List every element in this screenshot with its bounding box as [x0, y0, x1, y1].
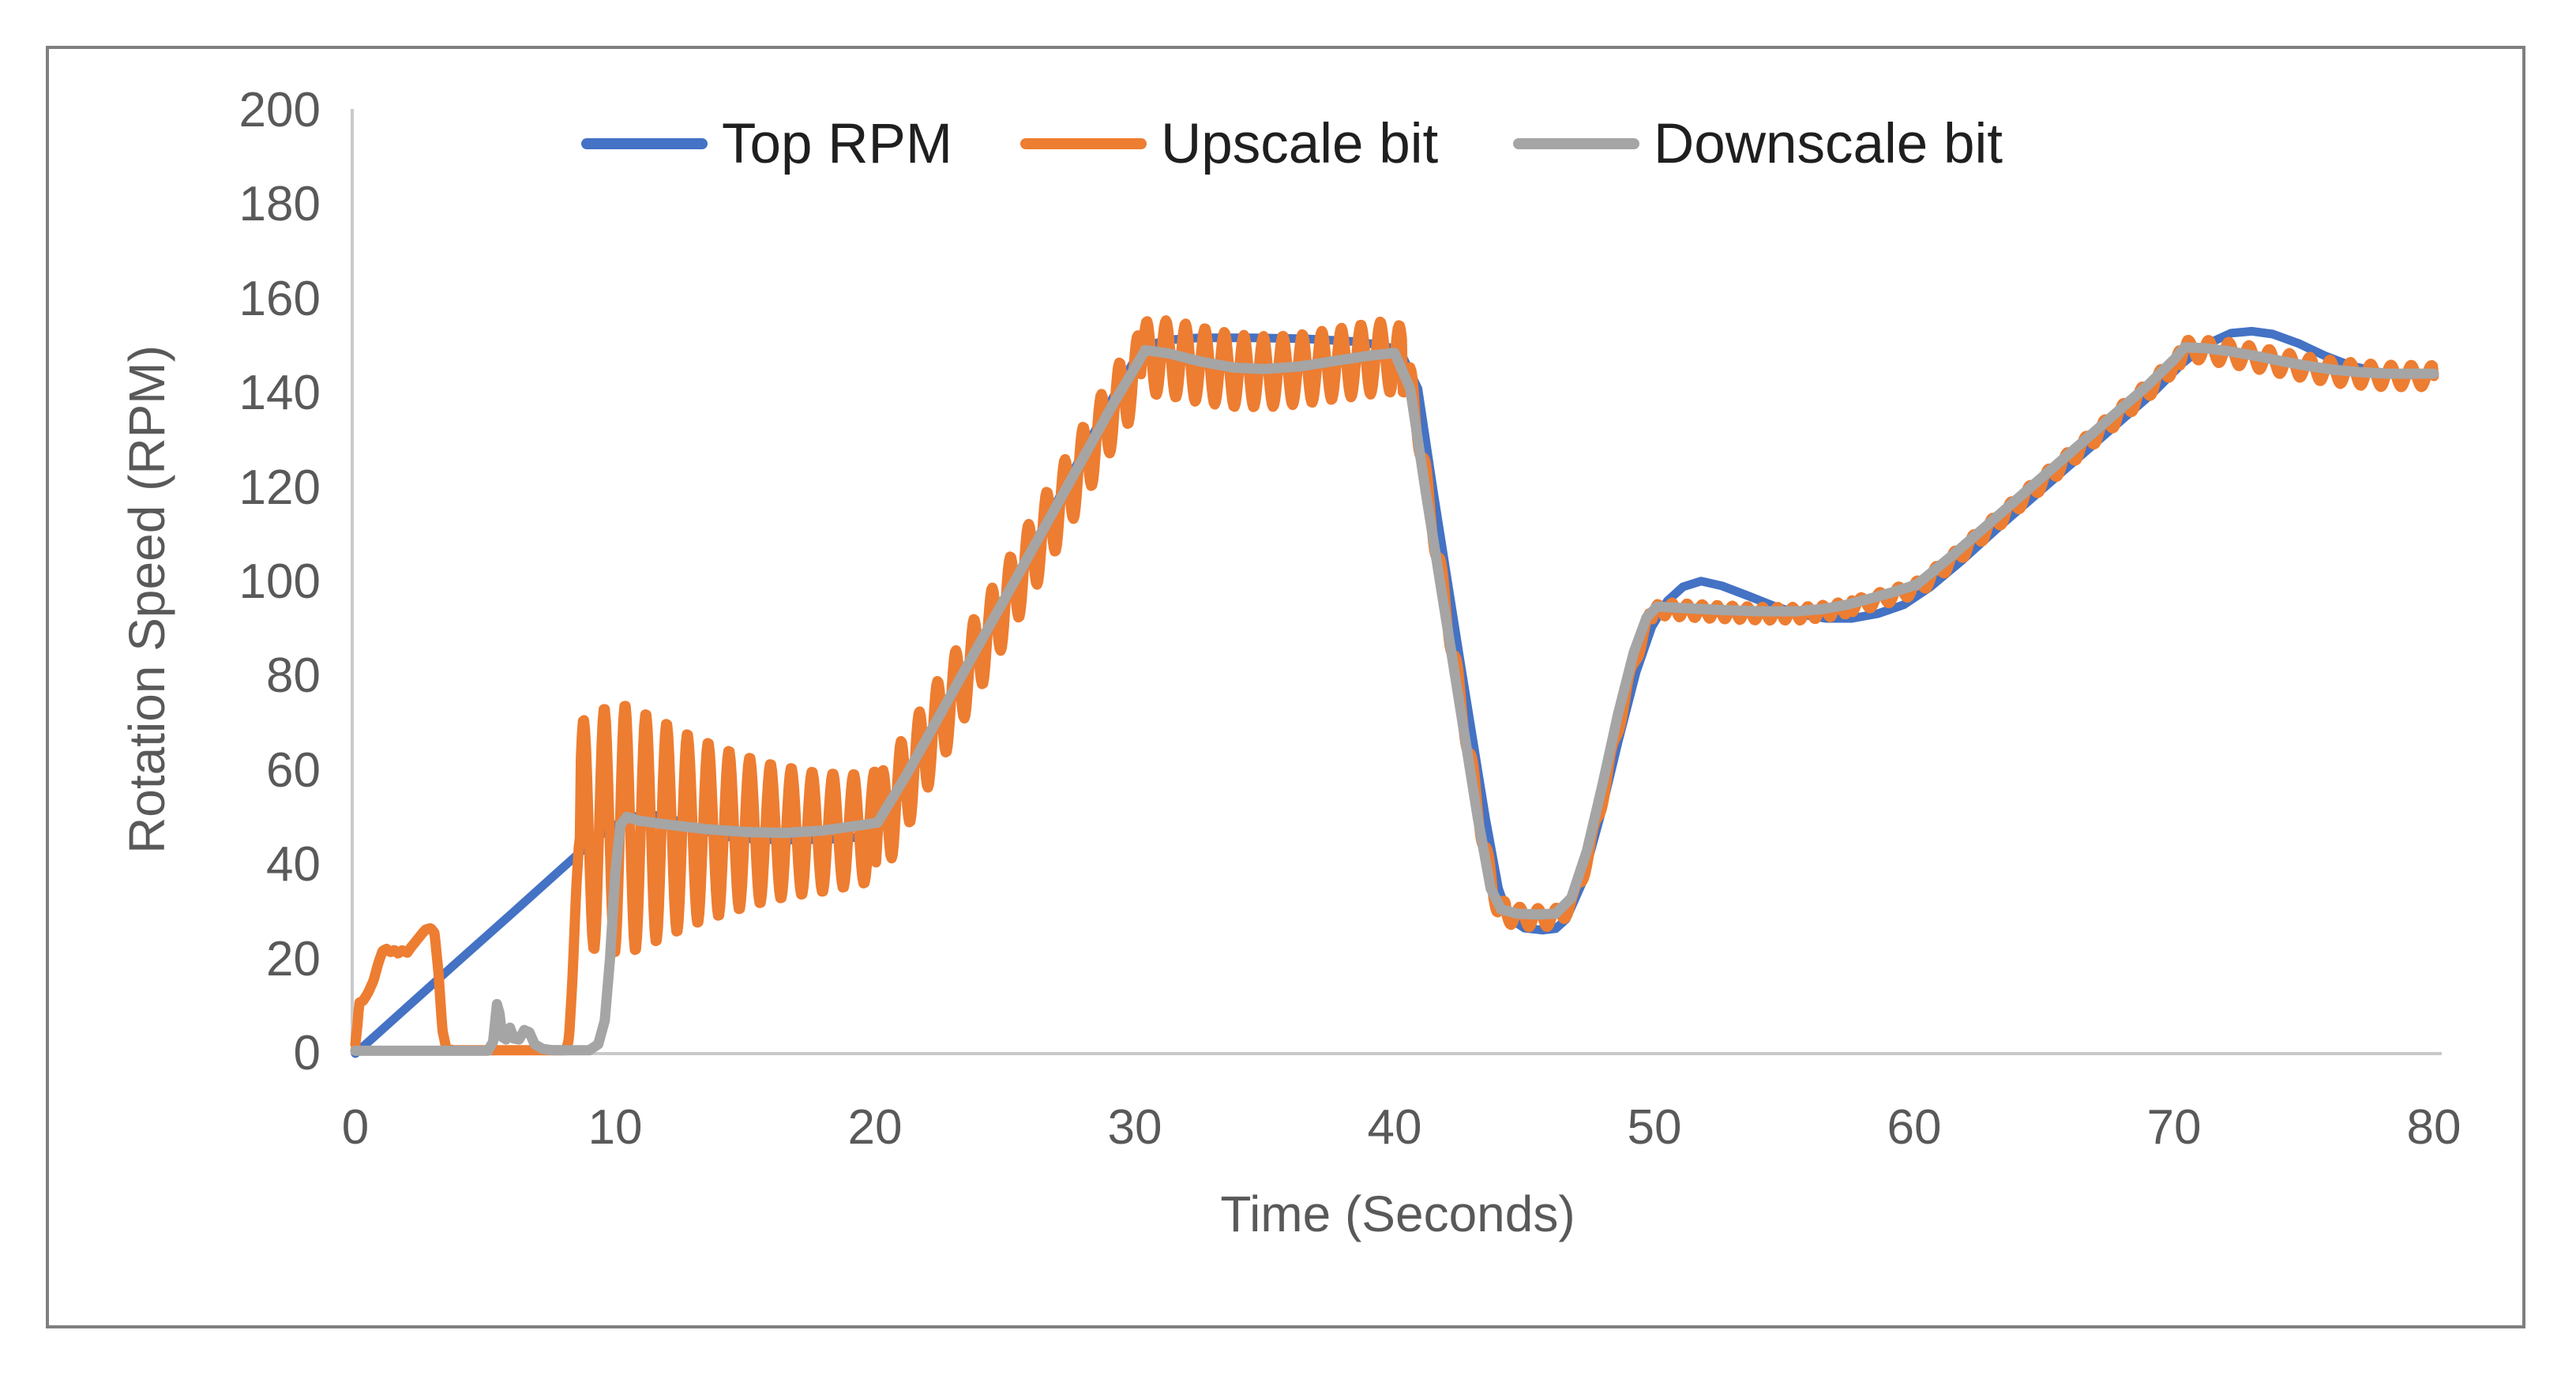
series-line-upscale-bit — [350, 315, 2439, 1056]
y-tick-label: 200 — [238, 83, 321, 137]
y-tick-label: 40 — [266, 837, 321, 892]
y-tick-label: 100 — [238, 554, 321, 609]
legend-swatch-upscale-bit-icon — [1020, 138, 1147, 149]
x-tick-label: 20 — [847, 1100, 903, 1155]
series-group — [350, 315, 2439, 1058]
legend-item-top-rpm: Top RPM — [581, 108, 952, 179]
legend-item-upscale-bit: Upscale bit — [1020, 108, 1438, 179]
x-tick-label: 0 — [341, 1100, 370, 1155]
series-line-downscale-bit — [350, 342, 2439, 1056]
y-tick-label: 120 — [238, 460, 321, 515]
legend-label: Upscale bit — [1161, 112, 1439, 175]
x-tick-label: 70 — [2146, 1100, 2202, 1155]
y-tick-label: 20 — [266, 931, 321, 986]
x-tick-label: 60 — [1887, 1100, 1942, 1155]
legend-label: Top RPM — [722, 112, 952, 175]
y-tick-label: 160 — [238, 271, 321, 326]
x-tick-label: 30 — [1107, 1100, 1162, 1155]
y-tick-label: 60 — [266, 742, 321, 798]
y-tick-label: 180 — [238, 177, 321, 232]
legend-swatch-downscale-bit-icon — [1513, 138, 1639, 149]
y-tick-label: 80 — [266, 648, 321, 704]
x-tick-label: 10 — [588, 1100, 643, 1155]
chart-frame — [46, 46, 2525, 1328]
series-line-top-rpm — [351, 326, 2439, 1058]
y-tick-label: 140 — [238, 366, 321, 421]
x-axis-title: Time (Seconds) — [1220, 1185, 1575, 1242]
x-tick-label: 40 — [1367, 1100, 1422, 1155]
legend-item-downscale-bit: Downscale bit — [1513, 108, 2003, 179]
y-axis-title: Rotation Speed (RPM) — [118, 345, 175, 854]
x-tick-label: 50 — [1627, 1100, 1682, 1155]
legend-swatch-top-rpm-icon — [581, 138, 708, 149]
legend-label: Downscale bit — [1654, 112, 2003, 175]
x-tick-label: 80 — [2406, 1100, 2461, 1155]
y-tick-label: 0 — [293, 1026, 321, 1080]
